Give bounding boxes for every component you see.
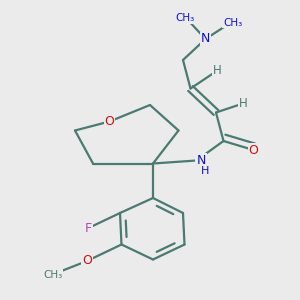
Text: O: O [82,254,92,268]
Text: F: F [85,221,92,235]
Text: H: H [201,166,209,176]
Text: N: N [196,154,206,167]
Text: N: N [201,32,210,46]
Text: O: O [249,143,258,157]
Text: H: H [238,97,247,110]
Text: CH₃: CH₃ [223,17,242,28]
Text: CH₃: CH₃ [175,13,194,23]
Text: CH₃: CH₃ [43,269,62,280]
Text: O: O [105,115,114,128]
Text: H: H [213,64,222,77]
